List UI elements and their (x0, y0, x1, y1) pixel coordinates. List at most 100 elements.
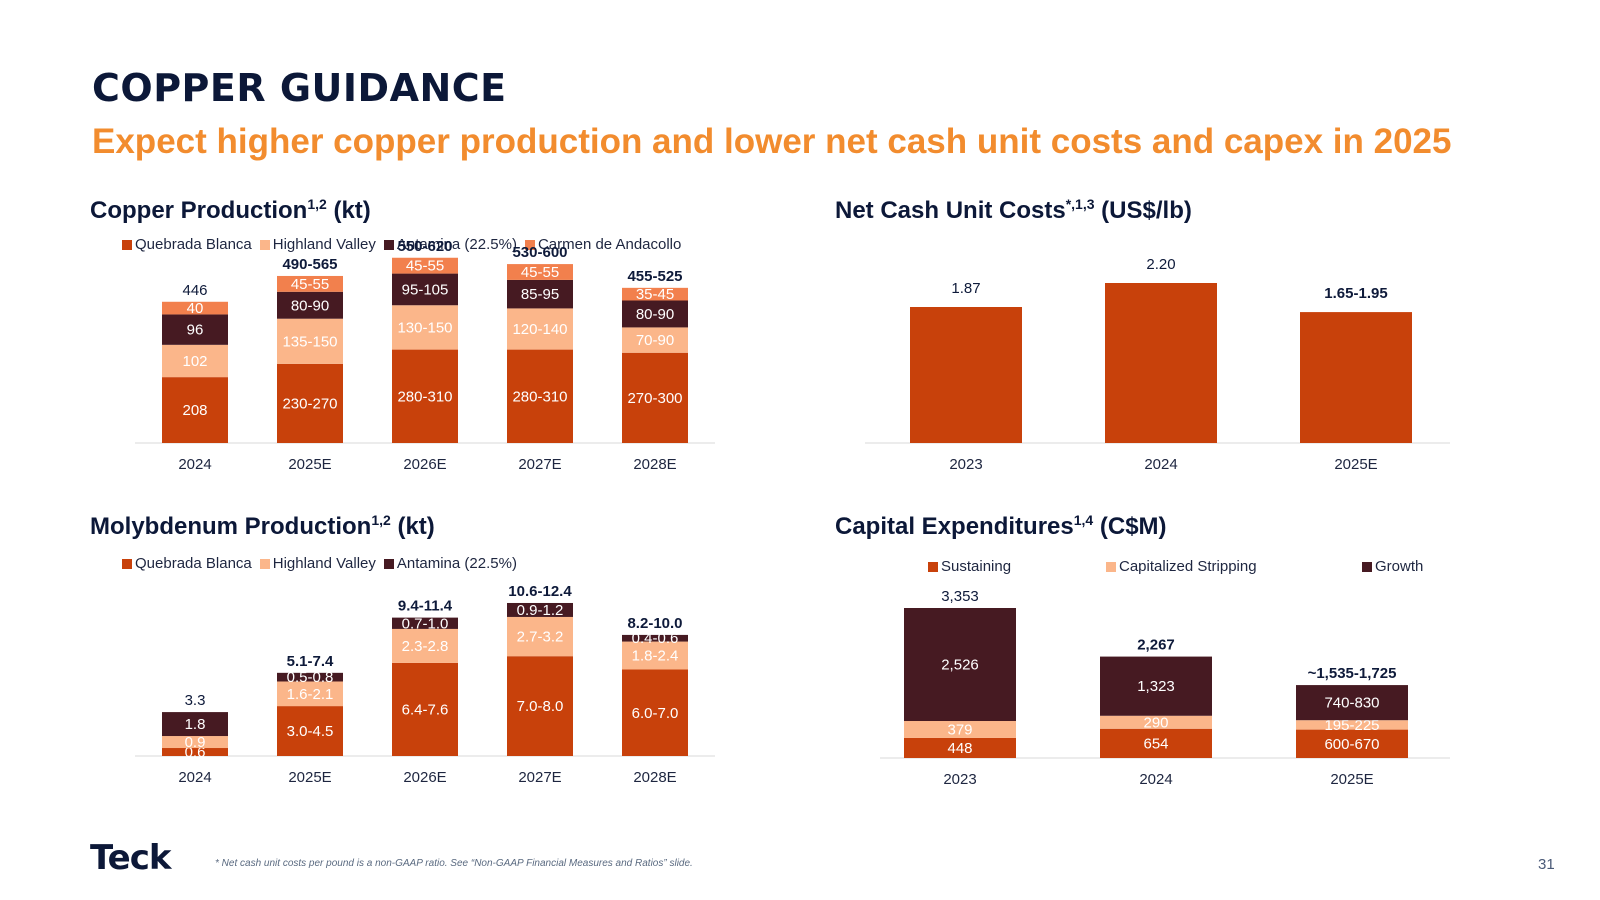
copper-title-sup: 1,2 (307, 196, 327, 212)
legend-label: Quebrada Blanca (135, 555, 252, 572)
total-label: 3,353 (941, 588, 979, 605)
x-tick-label: 2024 (1139, 771, 1172, 788)
x-tick-label: 2024 (178, 456, 211, 473)
legend-item-carmen-de-andacollo: Carmen de Andacollo (524, 236, 681, 253)
legend-item-growth: Growth (1362, 558, 1423, 575)
x-tick-label: 2025E (288, 456, 331, 473)
bar-segment-quebrada-blanca (507, 656, 573, 756)
data-label: 280-310 (512, 388, 567, 405)
bar-segment-antamina-22-5- (392, 617, 458, 629)
x-tick-label: 2026E (403, 769, 446, 786)
bar (1300, 312, 1412, 443)
data-label: 85-95 (521, 286, 559, 303)
bar (910, 307, 1022, 443)
legend-swatch (259, 558, 270, 569)
bar-segment-growth (1296, 685, 1408, 721)
bar-segment-highland-valley (162, 736, 228, 749)
legend-swatch (122, 239, 132, 250)
x-tick-label: 2025E (1334, 456, 1377, 473)
legend-item-antamina: Antamina (22.5%) (383, 555, 517, 572)
bar-segment-quebrada-blanca (162, 377, 228, 443)
copper-legend: Quebrada Blanca Highland Valley Antamina… (122, 236, 681, 253)
data-label: 0.7-1.0 (402, 615, 449, 632)
data-label: 45-55 (291, 276, 329, 293)
data-label: 80-90 (636, 306, 674, 323)
data-label: 95-105 (402, 281, 449, 298)
data-label: 1.8-2.4 (632, 648, 679, 665)
x-tick-label: 2024 (178, 769, 211, 786)
bar-segment-antamina-22-5- (162, 314, 228, 345)
data-label: 6.0-7.0 (632, 705, 679, 722)
legend-item-sustaining: Sustaining (928, 558, 1106, 575)
data-label: 195-225 (1324, 717, 1379, 734)
capex-legend: Sustaining Capitalized Stripping Growth (928, 558, 1423, 575)
bar-segment-quebrada-blanca (392, 349, 458, 443)
bar-segment-highland-valley (392, 305, 458, 350)
bar-segment-capitalized-stripping (1296, 720, 1408, 730)
capex-title-unit: (C$M) (1093, 513, 1167, 540)
total-label: 3.3 (185, 692, 206, 709)
total-label: 9.4-11.4 (398, 598, 453, 615)
bar-segment-quebrada-blanca (507, 349, 573, 443)
bar-segment-quebrada-blanca (277, 363, 343, 443)
moly-legend: Quebrada Blanca Highland Valley Antamina… (122, 555, 517, 572)
copper-title-unit: (kt) (326, 197, 371, 224)
data-label: 0.9-1.2 (517, 602, 564, 619)
bar-segment-carmen-de-andacollo (277, 275, 343, 292)
data-label: 135-150 (282, 333, 337, 350)
data-label: 130-150 (397, 319, 452, 336)
page-number: 31 (1538, 856, 1555, 873)
page-title: COPPER GUIDANCE (92, 66, 507, 110)
legend-label: Antamina (22.5%) (396, 555, 517, 572)
x-tick-label: 2023 (943, 771, 976, 788)
bar-segment-sustaining (1296, 729, 1408, 758)
bar-segment-quebrada-blanca (162, 748, 228, 756)
legend-item-highland-valley: Highland Valley (259, 555, 376, 572)
legend-label: Sustaining (941, 558, 1012, 575)
data-label: 280-310 (397, 388, 452, 405)
legend-label: Capitalized Stripping (1119, 558, 1257, 575)
legend-item-highland-valley: Highland Valley (259, 236, 376, 253)
bar-segment-carmen-de-andacollo (622, 287, 688, 301)
page-subtitle: Expect higher copper production and lowe… (92, 122, 1452, 161)
bar-segment-antamina-22-5- (507, 279, 573, 309)
bar-segment-carmen-de-andacollo (162, 301, 228, 315)
value-label: 2.20 (1146, 256, 1175, 273)
data-label: 0.5-0.8 (287, 669, 334, 686)
moly-title-sup: 1,2 (371, 512, 391, 528)
bar-segment-antamina-22-5- (277, 291, 343, 319)
bar-segment-antamina-22-5- (622, 634, 688, 642)
bar-segment-highland-valley (162, 344, 228, 378)
x-tick-label: 2024 (1144, 456, 1177, 473)
copper-chart-title: Copper Production1,2 (kt) (90, 196, 371, 225)
total-label: 530-600 (512, 244, 567, 261)
data-label: 230-270 (282, 395, 337, 412)
data-label: 102 (182, 353, 207, 370)
moly-title-main: Molybdenum Production (90, 513, 372, 540)
netcash-chart-title: Net Cash Unit Costs*,1,3 (US$/lb) (835, 196, 1192, 225)
capex-chart-title: Capital Expenditures1,4 (C$M) (835, 512, 1167, 541)
data-label: 0.4-0.6 (632, 630, 679, 647)
bar-segment-antamina-22-5- (162, 712, 228, 737)
bar-segment-quebrada-blanca (622, 669, 688, 756)
bar-segment-carmen-de-andacollo (507, 264, 573, 280)
bar-segment-antamina-22-5- (507, 602, 573, 617)
bar (1105, 283, 1217, 443)
legend-label: Highland Valley (272, 236, 376, 253)
x-tick-label: 2028E (633, 769, 676, 786)
data-label: 0.6 (185, 744, 206, 761)
data-label: 654 (1143, 735, 1168, 752)
total-label: 446 (182, 282, 207, 299)
legend-swatch (1106, 561, 1116, 572)
legend-swatch (259, 239, 270, 250)
data-label: 2.3-2.8 (402, 638, 449, 655)
bar-segment-quebrada-blanca (392, 662, 458, 756)
x-tick-label: 2027E (518, 769, 561, 786)
legend-swatch (1362, 561, 1372, 572)
x-tick-label: 2023 (949, 456, 982, 473)
total-label: ~1,535-1,725 (1308, 665, 1397, 682)
legend-swatch (524, 239, 535, 250)
capex-title-main: Capital Expenditures (835, 513, 1074, 540)
bar-segment-antamina-22-5- (277, 672, 343, 682)
